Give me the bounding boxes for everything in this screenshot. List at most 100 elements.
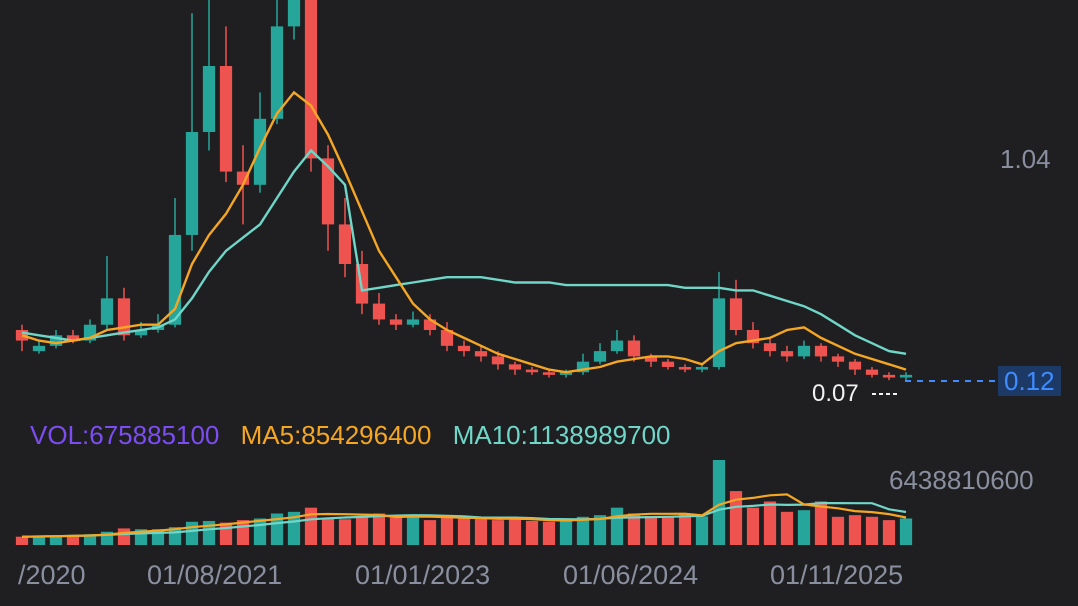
date-label: 01/08/2021	[147, 560, 283, 590]
candle-body	[508, 364, 522, 370]
volume-ma10-line	[21, 502, 907, 538]
volume-bar	[729, 491, 743, 545]
volume-ma5-line	[21, 493, 907, 538]
candle-body	[899, 374, 913, 378]
candle-body	[134, 330, 148, 336]
candle-body	[627, 340, 641, 357]
volume-value: VOL:675885100	[30, 420, 220, 450]
volume-bar	[389, 517, 403, 545]
volume-bar	[695, 516, 709, 545]
volume-bar	[712, 460, 726, 545]
candle-body	[678, 366, 692, 370]
volume-bar	[899, 518, 913, 545]
candle-body	[66, 335, 80, 341]
candle-body	[644, 356, 658, 362]
volume-bar	[865, 516, 879, 545]
candle-body	[542, 372, 556, 375]
low-price-marker: 0.07	[812, 380, 859, 407]
volume-bar	[49, 535, 63, 545]
date-label: 01/01/2023	[355, 560, 491, 590]
volume-ma10-value: MA10:1138989700	[452, 420, 671, 450]
volume-bar	[355, 515, 369, 545]
volume-bar	[66, 535, 80, 545]
candle-body	[236, 171, 250, 185]
date-label: 01/06/2024	[563, 560, 699, 590]
candle-body	[202, 66, 216, 132]
volume-bar	[831, 516, 845, 545]
date-label: /2020	[18, 560, 86, 590]
volume-axis-tick-upper: 6438810600	[889, 465, 1034, 495]
candle-body	[831, 356, 845, 362]
volume-bar	[593, 515, 607, 545]
candle-body	[253, 118, 267, 185]
volume-bar	[797, 510, 811, 545]
volume-bar	[219, 522, 233, 545]
volume-bar	[15, 536, 29, 545]
candle-body	[270, 26, 284, 119]
volume-bar	[457, 517, 471, 545]
volume-bar	[559, 520, 573, 545]
volume-bar	[270, 513, 284, 545]
candle-body	[763, 343, 777, 352]
candle-body	[219, 66, 233, 172]
volume-bar	[848, 515, 862, 545]
candle-body	[797, 345, 811, 357]
volume-bar	[746, 507, 760, 545]
volume-bar	[610, 507, 624, 545]
candle-body	[372, 303, 386, 320]
candle-body	[100, 298, 114, 325]
volume-bar	[576, 516, 590, 545]
candle-body	[491, 356, 505, 365]
volume-bar	[423, 520, 437, 545]
candle-body	[576, 361, 590, 373]
volume-bar	[185, 521, 199, 545]
volume-bar	[882, 520, 896, 545]
candle-body	[729, 298, 743, 330]
volume-bar	[253, 518, 267, 545]
volume-bar	[338, 519, 352, 545]
volume-bar	[406, 515, 420, 545]
volume-bar	[304, 507, 318, 545]
candle-body	[474, 351, 488, 357]
candle-body	[49, 335, 63, 346]
candle-body	[559, 372, 573, 375]
candle-body	[406, 319, 420, 325]
candle-body	[712, 298, 726, 367]
candle-body	[865, 369, 879, 375]
candle-body	[440, 330, 454, 346]
volume-bar	[644, 515, 658, 545]
candlestick-series	[15, 0, 913, 381]
volume-bar	[542, 521, 556, 545]
candle-body	[848, 361, 862, 370]
candle-body	[389, 319, 403, 325]
candle-body	[304, 0, 318, 159]
candle-body	[610, 340, 624, 352]
volume-bar	[508, 519, 522, 545]
candle-body	[117, 298, 131, 336]
volume-ma5-value: MA5:854296400	[240, 420, 432, 450]
volume-bar	[321, 518, 335, 545]
volume-bar	[440, 518, 454, 545]
volume-bar	[627, 513, 641, 545]
candle-body	[695, 366, 709, 370]
candle-body	[525, 369, 539, 373]
candle-body	[593, 351, 607, 362]
volume-bar	[678, 514, 692, 545]
candle-body	[814, 345, 828, 357]
candle-body	[423, 319, 437, 330]
candle-body	[661, 361, 675, 367]
candle-body	[32, 345, 46, 352]
candle-body	[15, 330, 29, 341]
volume-bar	[32, 536, 46, 545]
volume-bar	[661, 516, 675, 545]
date-label: 01/11/2025	[770, 560, 904, 590]
volume-bar	[763, 501, 777, 545]
volume-bar	[525, 520, 539, 545]
last-price-tag: 0.12	[998, 366, 1061, 396]
volume-legend: VOL:675885100 MA5:854296400 MA10:1138989…	[30, 420, 685, 451]
volume-bar	[117, 528, 131, 545]
volume-bar	[474, 518, 488, 545]
volume-bar	[780, 511, 794, 545]
candle-body	[321, 158, 335, 225]
